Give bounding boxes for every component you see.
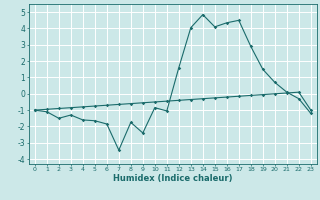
X-axis label: Humidex (Indice chaleur): Humidex (Indice chaleur) bbox=[113, 174, 233, 183]
